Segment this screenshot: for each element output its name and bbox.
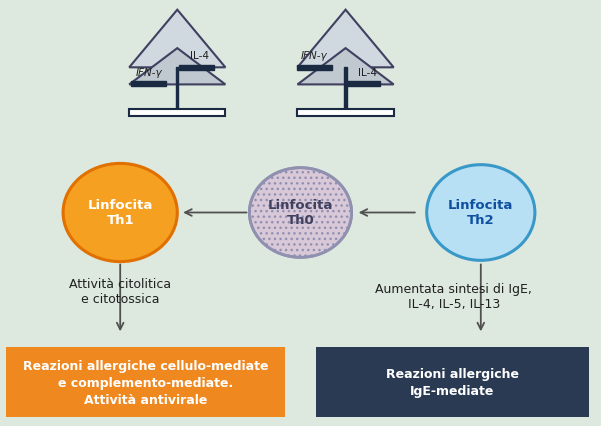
- Text: Linfocita
Th2: Linfocita Th2: [448, 199, 513, 227]
- Polygon shape: [129, 11, 225, 68]
- Text: Reazioni allergiche cellulo-mediate
e complemento-mediate.
Attività antivirale: Reazioni allergiche cellulo-mediate e co…: [23, 359, 269, 406]
- Polygon shape: [297, 11, 394, 68]
- Text: IFN-γ: IFN-γ: [136, 68, 162, 78]
- Text: Linfocita
Th0: Linfocita Th0: [268, 199, 333, 227]
- Text: Linfocita
Th1: Linfocita Th1: [88, 199, 153, 227]
- Polygon shape: [129, 49, 225, 85]
- Text: Attività citolitica
e citotossica: Attività citolitica e citotossica: [69, 278, 171, 306]
- Bar: [129, 109, 225, 117]
- Text: IL-4: IL-4: [190, 51, 209, 61]
- FancyBboxPatch shape: [316, 347, 589, 417]
- Bar: [345, 82, 380, 87]
- Bar: [344, 68, 347, 115]
- Bar: [176, 68, 178, 115]
- Bar: [179, 66, 214, 71]
- Ellipse shape: [249, 168, 352, 258]
- Ellipse shape: [427, 165, 535, 261]
- Text: IL-4: IL-4: [358, 68, 377, 78]
- Text: IFN-γ: IFN-γ: [300, 51, 327, 61]
- Bar: [297, 66, 332, 71]
- Text: Reazioni allergiche
IgE-mediate: Reazioni allergiche IgE-mediate: [386, 367, 519, 397]
- Polygon shape: [297, 49, 394, 85]
- Bar: [297, 109, 394, 117]
- Text: Aumentata sintesi di IgE,
IL-4, IL-5, IL-13: Aumentata sintesi di IgE, IL-4, IL-5, IL…: [375, 282, 532, 310]
- Bar: [131, 82, 166, 87]
- Ellipse shape: [63, 164, 177, 262]
- FancyBboxPatch shape: [6, 347, 285, 417]
